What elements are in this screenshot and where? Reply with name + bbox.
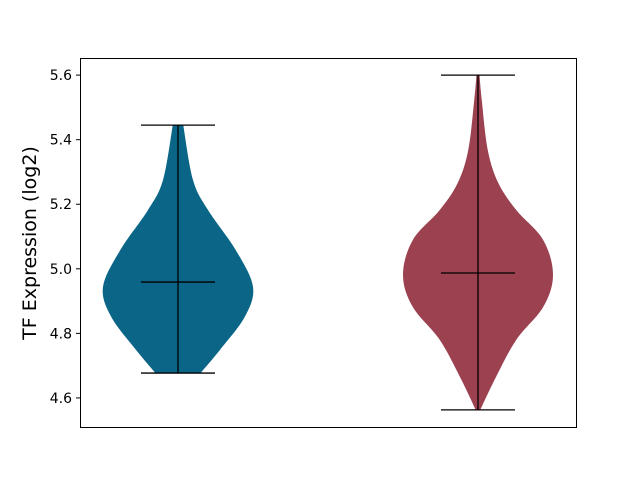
y-axis: 4.6 4.8 5.0 5.2 5.4 5.6 [50,68,80,407]
y-axis-label: TF Expression (log2) [19,146,41,341]
plot-frame [80,58,577,428]
y-tick-label: 5.4 [50,133,72,149]
y-tick-label: 5.6 [50,68,72,84]
violins [102,74,553,411]
y-tick-label: 4.8 [50,326,72,342]
y-tick-label: 4.6 [50,391,72,407]
y-tick-label: 5.2 [50,197,72,213]
y-tick-label: 5.0 [50,262,72,278]
